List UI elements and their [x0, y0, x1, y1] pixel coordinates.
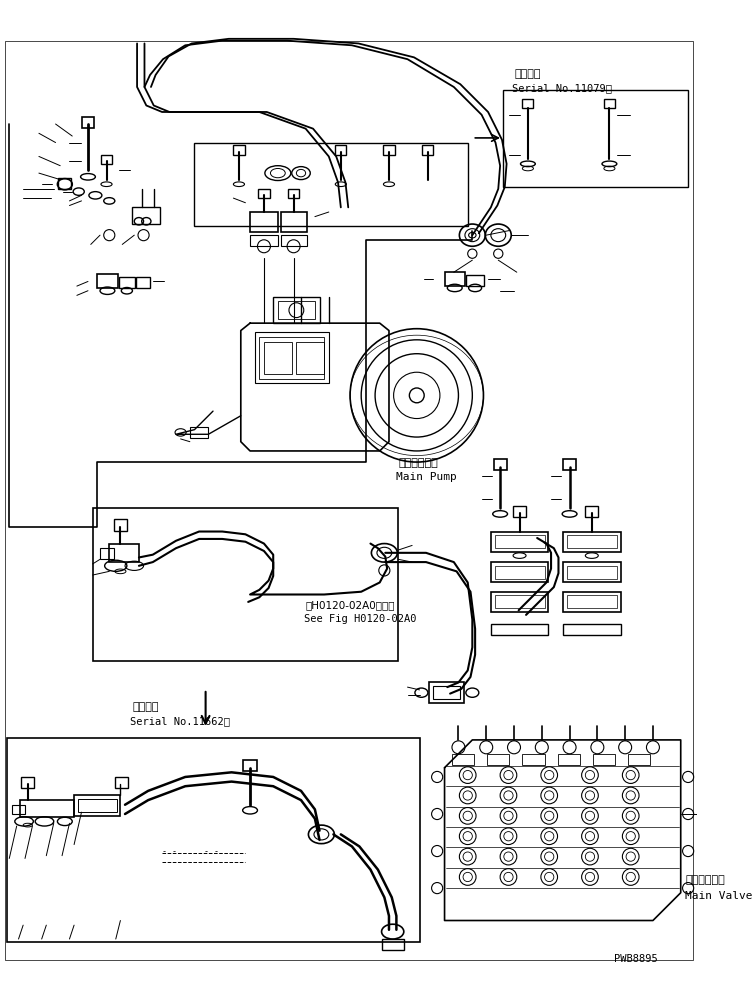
Bar	[278, 302, 315, 320]
Bar	[250, 212, 278, 233]
Bar	[452, 755, 474, 766]
Bar	[563, 624, 620, 635]
Bar	[118, 278, 136, 289]
Bar	[74, 796, 120, 816]
Bar	[563, 532, 620, 552]
Bar	[491, 592, 548, 612]
Bar	[335, 146, 346, 155]
Text: See Fig H0120-02A0: See Fig H0120-02A0	[303, 613, 416, 623]
Bar	[495, 596, 544, 609]
Text: Main Valve: Main Valve	[685, 890, 753, 900]
Bar	[563, 562, 620, 583]
Bar	[136, 278, 150, 289]
Bar	[115, 778, 128, 789]
Bar	[495, 536, 544, 549]
Bar	[258, 189, 270, 199]
Bar	[78, 800, 117, 813]
Bar	[491, 562, 548, 583]
Bar	[194, 143, 468, 226]
Bar	[495, 566, 544, 579]
Bar	[100, 549, 114, 560]
Bar	[250, 235, 278, 247]
Bar	[281, 212, 306, 233]
Bar	[190, 428, 209, 439]
Text: Serial No.11662～: Serial No.11662～	[130, 715, 230, 725]
Bar	[114, 520, 127, 531]
Bar	[81, 117, 94, 128]
Bar	[466, 276, 484, 287]
Text: PWB8895: PWB8895	[614, 953, 658, 963]
Text: - -: - -	[204, 847, 219, 856]
Bar	[628, 755, 650, 766]
Text: Main Pump: Main Pump	[396, 472, 457, 482]
Bar	[281, 235, 306, 247]
Bar	[422, 146, 434, 155]
Bar	[432, 686, 460, 699]
Bar	[604, 100, 615, 109]
Bar	[567, 596, 617, 609]
Bar	[8, 738, 419, 942]
Bar	[242, 761, 258, 772]
Text: メインポンプ: メインポンプ	[398, 458, 438, 468]
Bar	[593, 755, 615, 766]
Bar	[563, 592, 620, 612]
Bar	[297, 343, 324, 375]
Bar	[494, 460, 507, 471]
Bar	[93, 509, 398, 661]
Bar	[523, 100, 533, 109]
Bar	[563, 460, 576, 471]
Bar	[101, 155, 112, 164]
Bar	[428, 682, 464, 703]
Bar	[513, 506, 526, 517]
Bar	[233, 146, 245, 155]
Bar	[273, 298, 319, 324]
Bar	[557, 755, 580, 766]
Bar	[503, 90, 688, 187]
Bar	[259, 338, 324, 380]
Bar	[585, 506, 599, 517]
Bar	[109, 544, 139, 562]
Text: 第H0120-02A0図参照: 第H0120-02A0図参照	[306, 599, 395, 609]
Text: Serial No.11079～: Serial No.11079～	[512, 83, 612, 93]
Bar	[567, 536, 617, 549]
Bar	[444, 273, 465, 287]
Text: 適用号機: 適用号機	[133, 701, 159, 711]
Bar	[487, 755, 509, 766]
Bar	[133, 208, 160, 224]
Text: - -: - -	[162, 847, 177, 856]
Bar	[21, 778, 35, 789]
Bar	[523, 755, 544, 766]
Bar	[97, 275, 117, 289]
Bar	[382, 939, 404, 950]
Bar	[383, 146, 395, 155]
Bar	[255, 333, 329, 384]
Bar	[288, 189, 299, 199]
Bar	[20, 801, 74, 817]
Bar	[567, 566, 617, 579]
Bar	[58, 178, 72, 189]
Bar	[264, 343, 291, 375]
Bar	[12, 805, 25, 815]
Text: メインバルブ: メインバルブ	[685, 875, 725, 885]
Bar	[491, 624, 548, 635]
Text: 適用号機: 適用号機	[514, 69, 541, 79]
Bar	[491, 532, 548, 552]
